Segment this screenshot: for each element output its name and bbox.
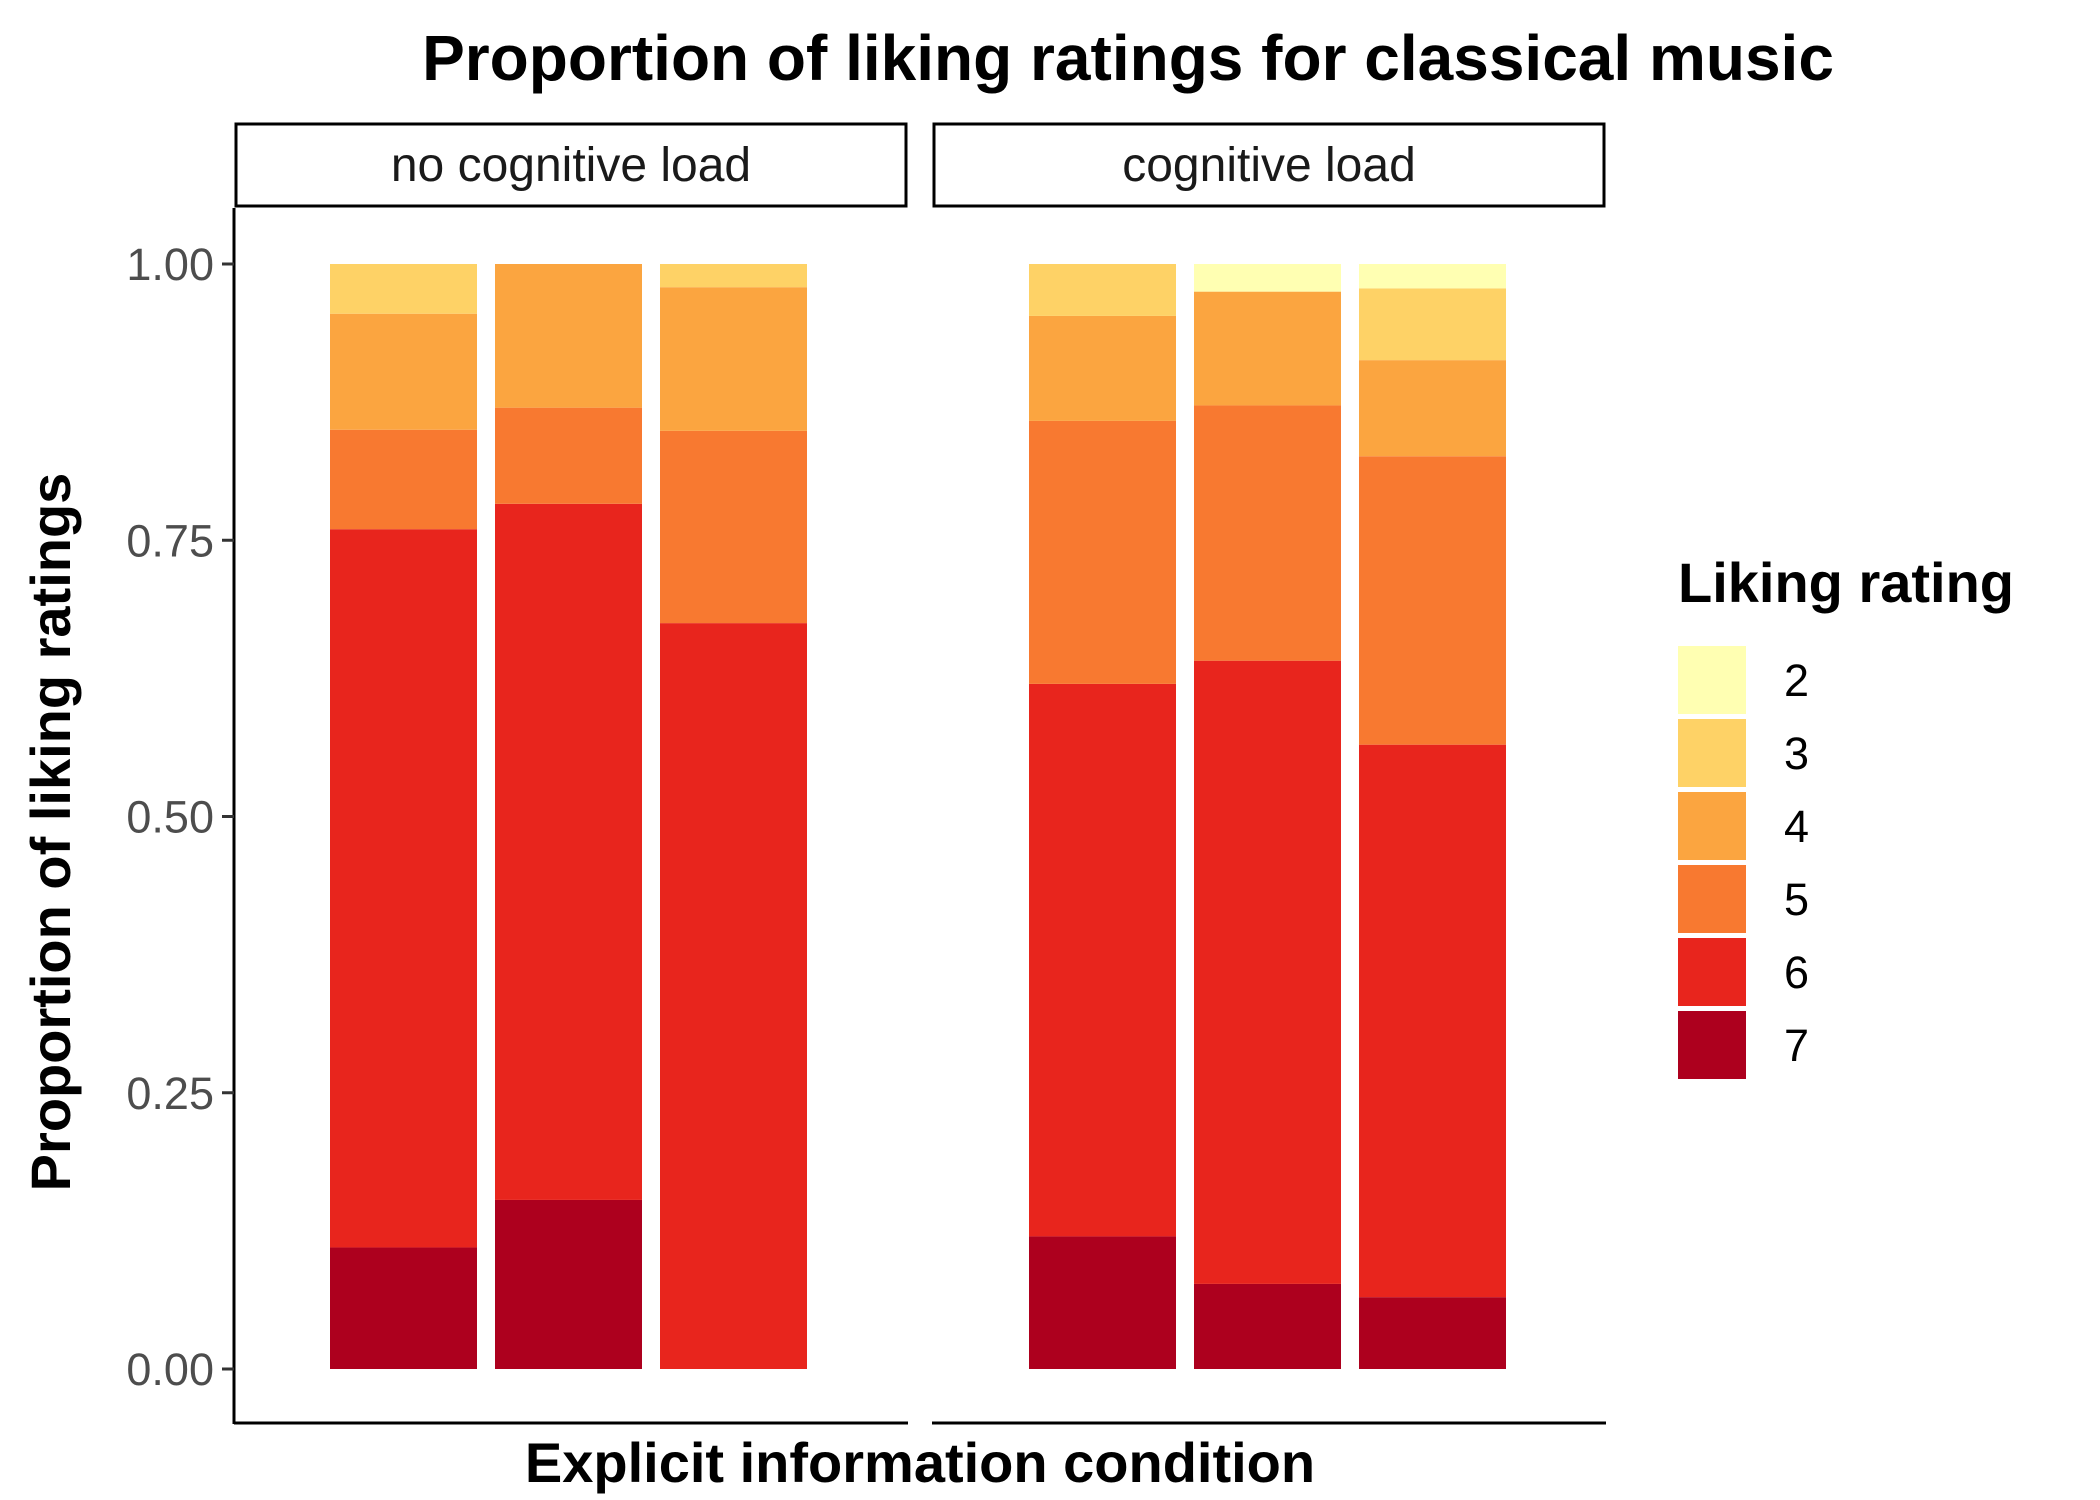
y-tick-label: 1.00 — [126, 239, 214, 290]
bar-segment-rating-4 — [495, 264, 642, 408]
bar-segment-rating-7 — [1029, 1236, 1176, 1369]
bar-segment-rating-4 — [660, 287, 807, 431]
legend-label-4: 4 — [1784, 801, 1809, 852]
bar-segment-rating-5 — [1194, 405, 1341, 661]
bar-segment-rating-4 — [330, 313, 477, 430]
legend-key-7 — [1678, 1011, 1746, 1079]
bar-segment-rating-4 — [1359, 360, 1506, 457]
legend-title: Liking rating — [1678, 551, 2014, 614]
legend-key-4 — [1678, 792, 1746, 860]
bar-segment-rating-2 — [1359, 264, 1506, 289]
bar-segment-rating-2 — [1194, 264, 1341, 292]
legend-key-2 — [1678, 646, 1746, 714]
y-tick-label: 0.00 — [126, 1344, 214, 1395]
bar-segment-rating-7 — [330, 1247, 477, 1369]
bar-segment-rating-6 — [1359, 744, 1506, 1298]
bar-segment-rating-3 — [1029, 264, 1176, 316]
bar-segment-rating-7 — [495, 1199, 642, 1369]
bar-segment-rating-6 — [660, 623, 807, 1369]
bar-segment-rating-5 — [660, 430, 807, 624]
bar-segment-rating-5 — [495, 407, 642, 504]
y-ticks: 0.00 0.25 0.50 0.75 1.00 — [126, 239, 234, 1395]
facet-strip-label: cognitive load — [1122, 139, 1416, 192]
bars-layer — [330, 264, 1506, 1369]
x-axis-title: Explicit information condition — [525, 1431, 1315, 1494]
legend-label-2: 2 — [1784, 655, 1809, 706]
legend-label-6: 6 — [1784, 947, 1809, 998]
bar-segment-rating-4 — [1194, 291, 1341, 406]
y-axis-title: Proportion of liking ratings — [19, 473, 82, 1192]
y-tick-label: 0.25 — [126, 1068, 214, 1119]
bar-segment-rating-3 — [1359, 288, 1506, 361]
bar-segment-rating-6 — [1194, 660, 1341, 1284]
bar-segment-rating-5 — [1029, 420, 1176, 684]
bar-segment-rating-6 — [330, 529, 477, 1248]
facet-strip-box — [932, 122, 1606, 208]
legend-label-7: 7 — [1784, 1020, 1809, 1071]
bar-segment-rating-7 — [1194, 1283, 1341, 1369]
bar-segment-rating-6 — [1029, 683, 1176, 1237]
bar-segment-rating-7 — [1359, 1297, 1506, 1369]
facet-strip-label: no cognitive load — [391, 139, 751, 192]
bar-segment-rating-3 — [660, 264, 807, 288]
legend-label-3: 3 — [1784, 728, 1809, 779]
legend-key-3 — [1678, 719, 1746, 787]
bar-segment-rating-5 — [1359, 456, 1506, 745]
legend-label-5: 5 — [1784, 874, 1809, 925]
facet-strip-box — [234, 122, 908, 208]
bar-segment-rating-6 — [495, 503, 642, 1200]
bar-segment-rating-5 — [330, 429, 477, 530]
legend: 2 3 4 5 6 7 — [1678, 646, 1809, 1079]
legend-key-5 — [1678, 865, 1746, 933]
y-tick-label: 0.75 — [126, 515, 214, 566]
bar-segment-rating-3 — [330, 264, 477, 314]
bar-segment-rating-4 — [1029, 315, 1176, 421]
legend-key-6 — [1678, 938, 1746, 1006]
y-tick-label: 0.50 — [126, 792, 214, 843]
chart-title: Proportion of liking ratings for classic… — [422, 22, 1834, 94]
